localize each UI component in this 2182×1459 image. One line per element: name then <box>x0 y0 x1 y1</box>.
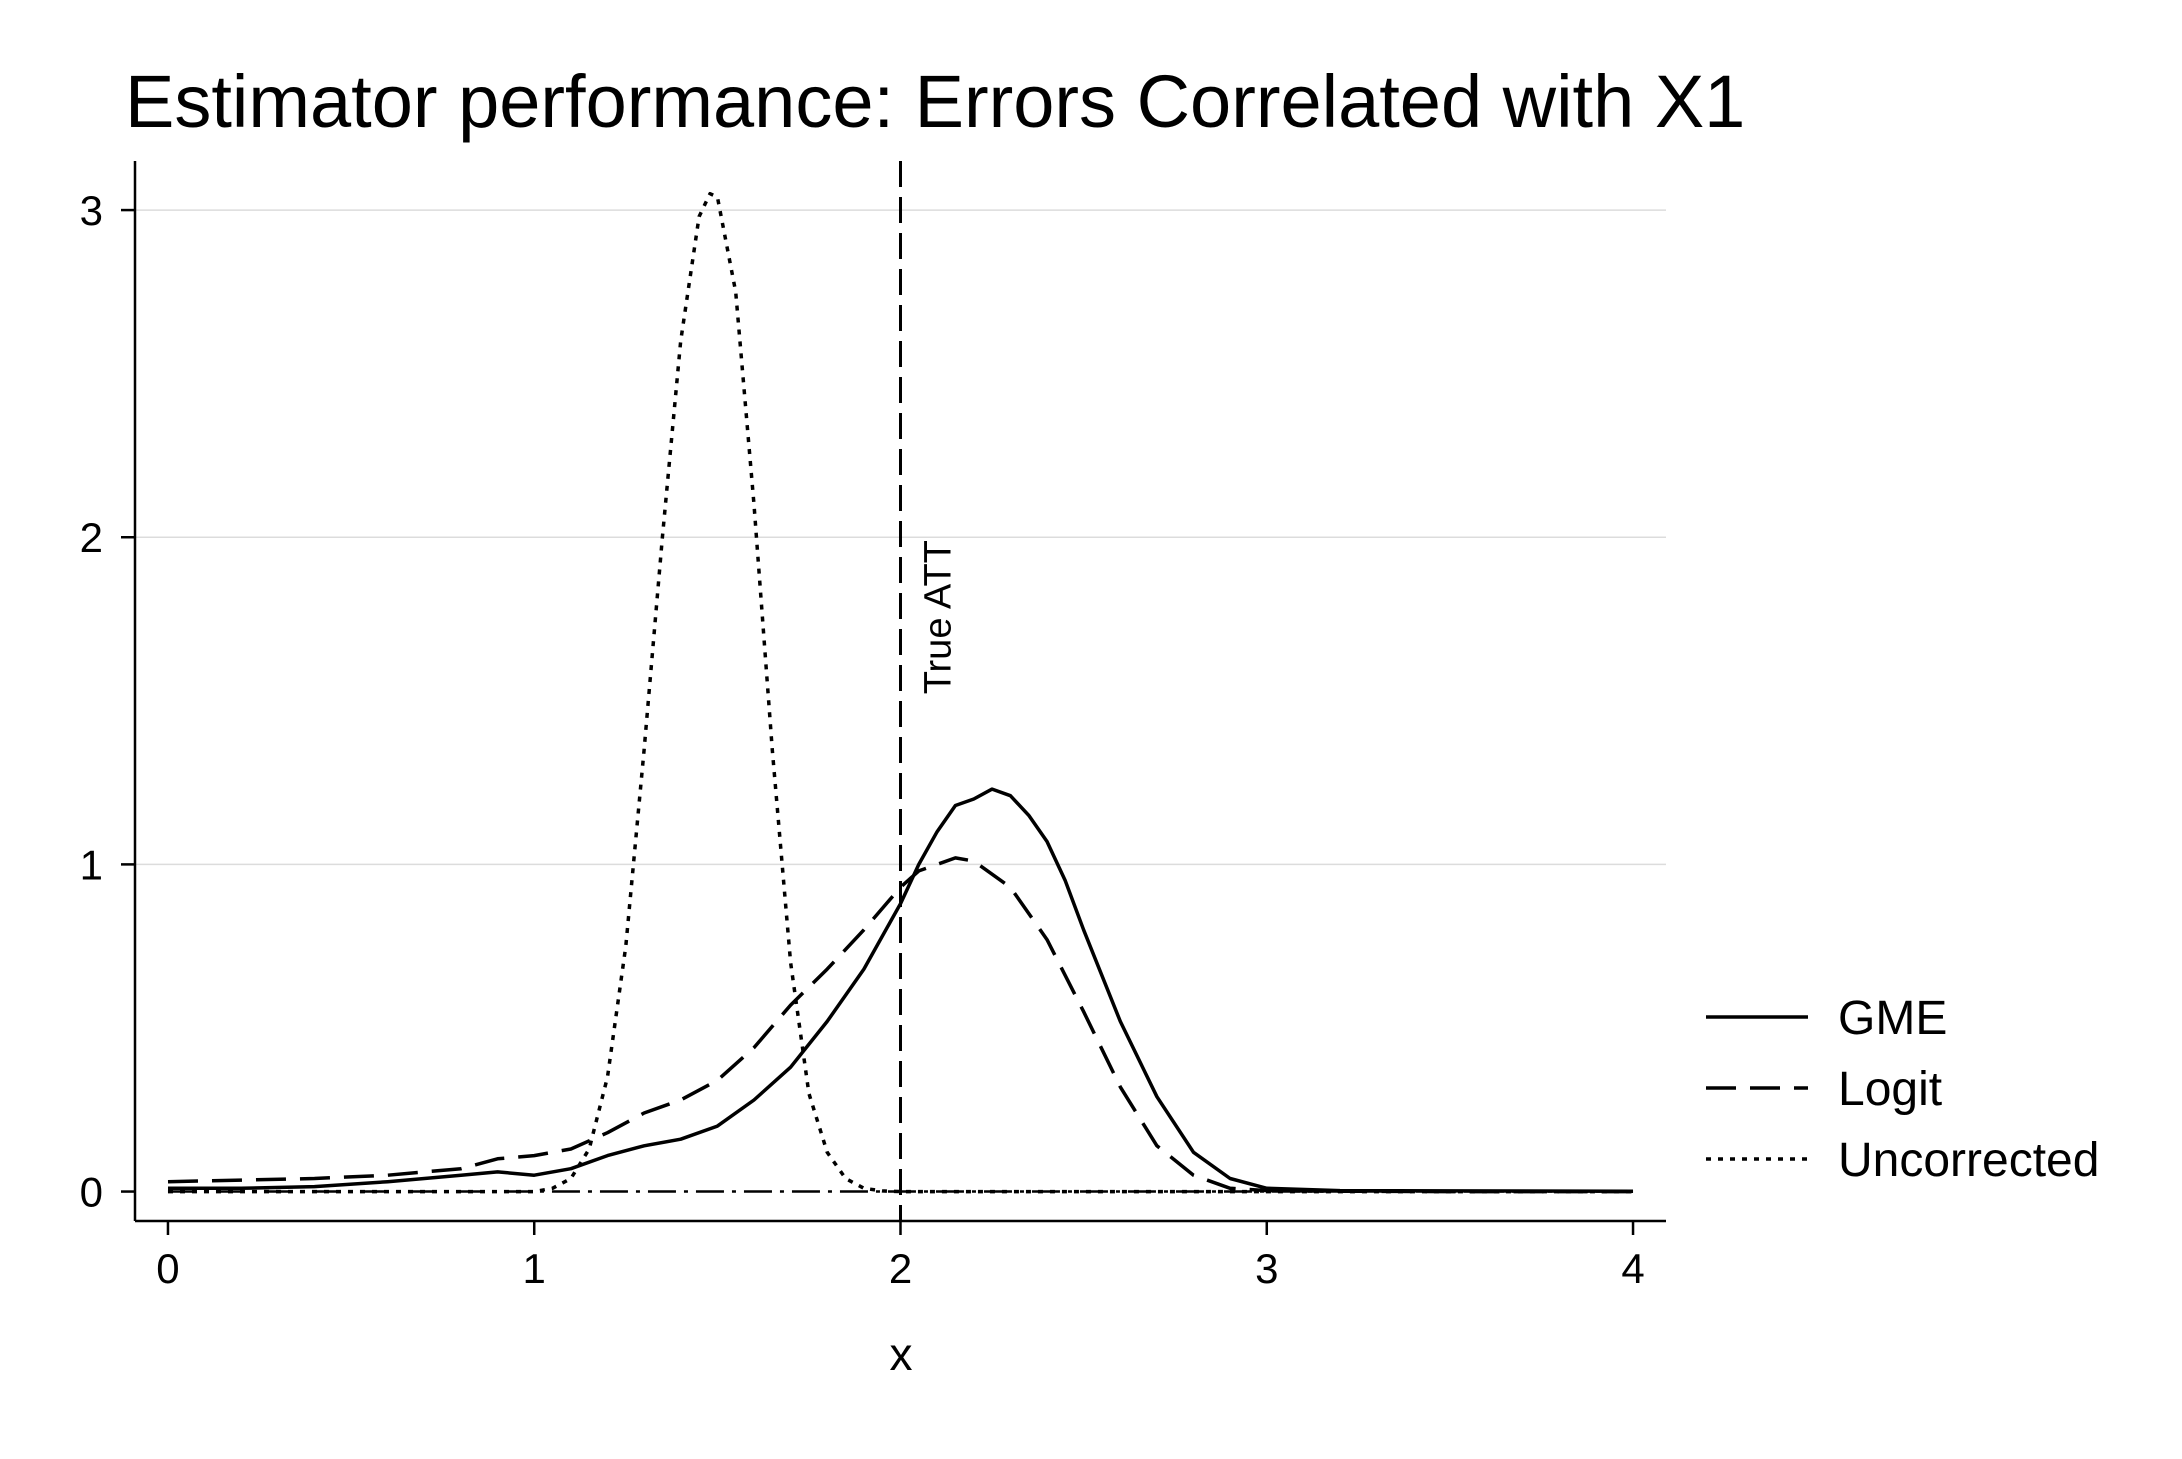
x-tick-label-4: 4 <box>1621 1245 1644 1292</box>
y-tick-label-0: 0 <box>80 1169 103 1216</box>
true-att-label: True ATT <box>918 540 960 694</box>
x-tick-label-0: 0 <box>156 1245 179 1292</box>
x-tick-label-1: 1 <box>523 1245 546 1292</box>
series-line-logit <box>167 856 1633 1194</box>
legend-label-logit: Logit <box>1838 1063 1942 1116</box>
reference-layer: True ATT <box>167 161 1634 1221</box>
series-line-gme <box>168 787 1634 1193</box>
x-axis-title: x <box>890 1328 913 1380</box>
y-tick-label-2: 2 <box>80 514 103 561</box>
x-tick-label-2: 2 <box>889 1245 912 1292</box>
legend-label-uncorrected: Uncorrected <box>1838 1134 2099 1187</box>
axes: 0 1 2 3 4 0 1 2 3 <box>80 161 1666 1292</box>
y-tick-label-3: 3 <box>80 187 103 234</box>
series-layer <box>167 191 1634 1194</box>
legend-label-gme: GME <box>1838 992 1947 1045</box>
chart-title: Estimator performance: Errors Correlated… <box>125 60 1745 143</box>
y-tick-label-1: 1 <box>80 841 103 888</box>
legend: GME Logit Uncorrected <box>1706 992 2099 1187</box>
x-tick-label-3: 3 <box>1255 1245 1278 1292</box>
series-line-uncorrected <box>168 191 1633 1194</box>
